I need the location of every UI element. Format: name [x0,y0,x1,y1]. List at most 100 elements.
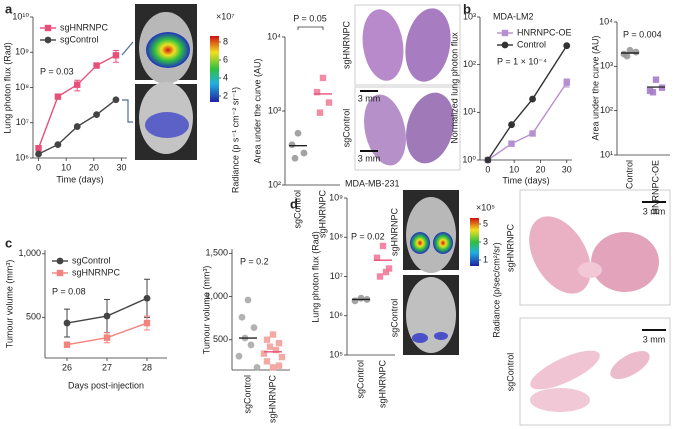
data-point [253,364,261,371]
data-point [351,297,359,305]
section-label: sgControl [341,109,351,148]
data-point [385,265,393,272]
annotation: P = 0.03 [40,66,74,76]
y-tick-label: 10⁶ [15,152,29,162]
panel-letter: b [463,1,471,16]
bracket [297,26,324,30]
y-axis-label: Tumour volume (mm³) [4,260,14,349]
y-tick-label: 1,000 [205,291,228,301]
data-point [143,319,151,327]
data-point [357,294,365,302]
colorbar-multiplier: ×10⁵ [476,202,495,212]
y-tick-label: 10³ [268,105,281,115]
y-axis-label: Lung photon flux (Rad) [2,42,12,134]
y-tick-label: 500 [213,334,228,344]
data-point [294,129,302,137]
data-point [263,358,271,365]
scale-bar-label: 3 mm [358,153,381,163]
x-tick-label: 20 [535,164,545,174]
x-tick-label: Control [624,160,634,189]
data-point [649,89,657,96]
colorbar-tick-label: 1 [483,254,488,264]
section-label: sgHNRNPC [341,21,351,70]
data-point [563,79,570,86]
colorbar-tick-label: 3 [483,236,488,246]
annotation: P = 0.004 [623,29,662,39]
annotation: P = 0.05 [293,13,327,23]
data-point [382,268,390,276]
x-tick-label: 27 [102,362,112,372]
legend-label: sgHNRNPC [72,267,121,277]
data-point [275,362,283,369]
data-point [626,46,634,54]
x-tick-label: 30 [116,162,126,172]
x-tick-label: 10 [61,162,71,172]
colorbar-tick-label: 5 [483,218,488,228]
legend-marker [501,29,509,37]
series-line [487,82,568,161]
data-point [103,312,111,320]
y-tick-label: 10⁶ [329,310,343,320]
data-point [244,296,252,304]
data-point [103,334,111,341]
colorbar-label: Radiance (p s⁻¹ cm⁻² sr⁻¹) [230,87,240,193]
y-tick-label: 1,500 [205,248,228,258]
data-point [143,294,151,302]
x-tick-label: sgHNRNPC [377,360,387,409]
histology-image [354,4,461,171]
x-tick-label: HNRNPC-OE [650,160,660,215]
y-tick-label: 500 [26,312,41,322]
data-point [272,346,280,354]
scale-bar-label: 3 mm [643,334,666,344]
data-point [529,95,536,103]
arrow [122,99,133,123]
data-point [35,150,42,158]
y-tick-label: 10⁰ [462,154,476,164]
legend-marker [56,269,64,277]
data-point [93,62,100,69]
y-axis-label: Area under the curve (AU) [590,35,600,140]
legend-marker [501,41,509,49]
x-tick-label: sgHNRNPC [267,375,277,424]
x-tick-label: 10 [509,164,519,174]
y-tick-label: 10⁹ [329,192,343,202]
data-point [54,141,62,148]
data-point [266,343,274,350]
y-tick-label: 10¹ [600,149,613,159]
panel-letter: c [5,235,12,250]
data-point [278,353,286,361]
data-point [269,364,277,371]
x-tick-label: 28 [142,362,152,372]
y-tick-label: 10⁸ [15,82,29,92]
chart-title: MDA-MB-231 [345,178,400,188]
colorbar-multiplier: ×10⁷ [216,11,235,21]
data-point [93,111,100,119]
legend-label: HNRNPC-OE [517,27,572,37]
y-tick-label: 10² [600,105,613,115]
panel-letter: a [5,1,13,16]
legend-marker [56,257,64,265]
data-point [291,154,299,162]
mouse-image [135,82,197,160]
data-point [484,156,492,164]
scale-bar-label: 3 mm [358,93,381,103]
y-tick-label: 10³ [600,61,613,71]
annotation: P = 1 × 10⁻⁴ [497,56,547,66]
data-point [73,123,81,130]
arrow [121,41,134,56]
data-point [376,273,384,280]
section-label: sgHNRNPC [505,224,515,273]
data-point [247,341,255,349]
data-point [313,88,321,96]
data-point [235,352,243,360]
y-tick-label: 10⁹ [15,47,29,57]
data-point [63,319,71,327]
data-point [112,52,120,59]
colorbar-tick-label: 6 [223,54,228,64]
legend-marker [44,24,52,32]
y-tick-label: 10² [268,179,281,189]
y-tick-label: 10⁷ [330,271,343,281]
x-tick-label: 26 [62,362,72,372]
